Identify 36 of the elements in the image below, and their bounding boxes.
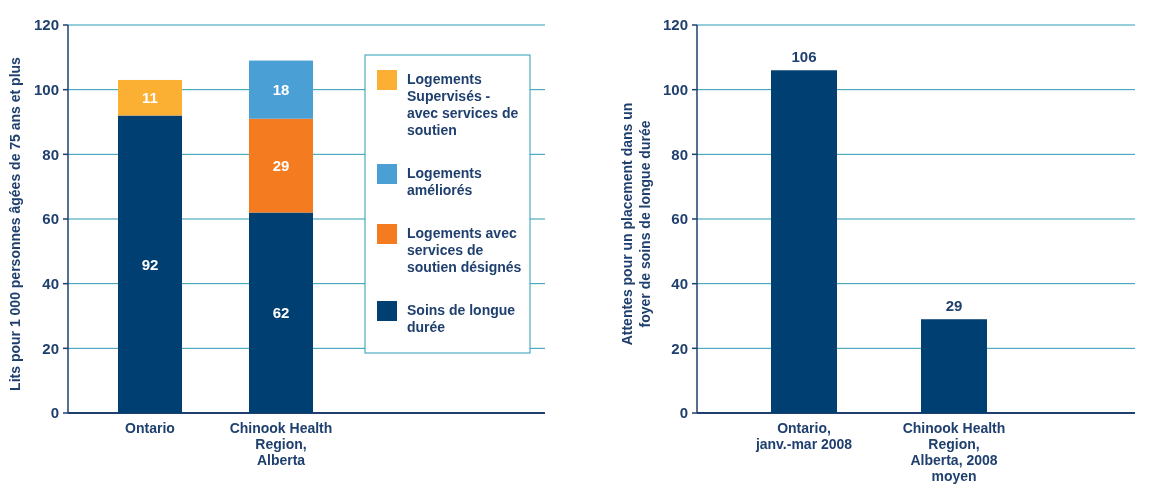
y-tick-label: 0 (679, 404, 688, 422)
y-tick-label: 120 (33, 16, 59, 34)
y-tick-label: 60 (671, 210, 688, 228)
y-tick-label: 0 (50, 404, 59, 422)
x-tick-label: Ontario, janv.-mar 2008 (754, 420, 853, 452)
data-label: 92 (141, 255, 159, 273)
y-tick-label: 60 (42, 210, 59, 228)
legend-label: Logements améliorés (407, 165, 482, 198)
bar (118, 79, 182, 116)
bar (249, 60, 313, 119)
data-label: 18 (272, 80, 290, 98)
y-tick-label: 80 (42, 145, 59, 163)
x-tick-label: Chinook Health Region, Alberta, 2008 moyen (902, 420, 1006, 484)
bar (249, 118, 313, 213)
y-tick-label: 100 (662, 80, 688, 98)
bar (118, 115, 182, 413)
data-label: 11 (142, 89, 158, 106)
x-tick-label: Ontario (125, 420, 175, 436)
legend-label: Soins de longue durée (407, 302, 516, 335)
data-label: 29 (272, 156, 290, 174)
bar (249, 212, 313, 413)
legend-label: Logements Supervisés - avec services de soutien (407, 71, 519, 138)
y-tick-label: 20 (671, 339, 688, 357)
y-tick-label: 20 (42, 339, 59, 357)
y-tick-label: 40 (42, 274, 59, 292)
y-axis-title: Attentes pour un placement dans un foyer de soins de longue durée (619, 102, 653, 346)
data-label: 106 (791, 48, 817, 66)
data-label: 29 (945, 297, 963, 315)
data-label: 62 (272, 304, 290, 322)
y-axis-title: Lits pour 1 000 personnes âgées de 75 ans et plus (7, 56, 23, 391)
y-tick-label: 100 (33, 80, 59, 98)
y-tick-label: 120 (662, 16, 688, 34)
legend-label: Logements avec services de soutien désignés (407, 225, 522, 275)
y-tick-label: 80 (671, 145, 688, 163)
y-tick-label: 40 (671, 274, 688, 292)
x-tick-label: Chinook Health Region, Alberta (229, 420, 333, 468)
